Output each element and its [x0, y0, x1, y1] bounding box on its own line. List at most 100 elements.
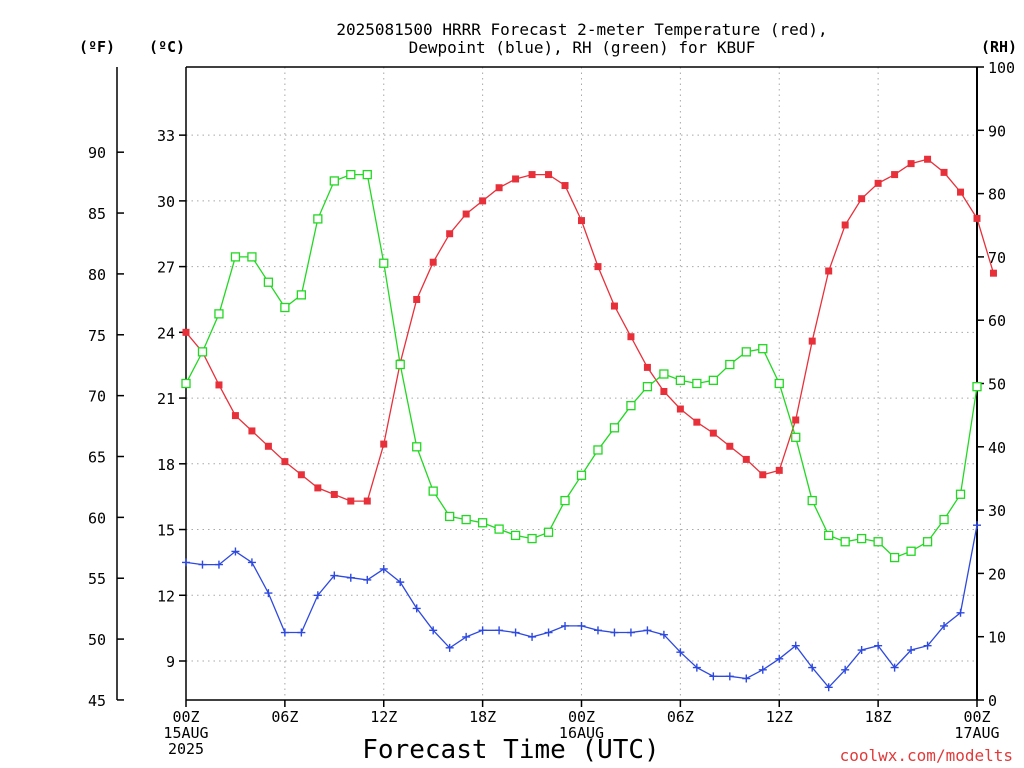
rh-tick-label: 100	[988, 59, 1015, 77]
temperature-point	[512, 175, 520, 183]
dewpoint-point	[511, 628, 520, 637]
temperature-point	[759, 471, 767, 479]
dewpoint-point	[330, 571, 339, 580]
dewpoint-point	[742, 674, 751, 683]
dewpoint-point	[593, 626, 602, 635]
rh-point	[824, 530, 834, 541]
dewpoint-point	[709, 672, 718, 681]
x-tick-label: 06Z	[271, 708, 298, 726]
fahrenheit-tick-label: 55	[88, 570, 106, 588]
x-tick-label: 00Z	[963, 708, 990, 726]
rh-point	[296, 290, 307, 300]
temperature-point	[248, 427, 256, 435]
temperature-point	[858, 195, 866, 203]
rh-point	[280, 302, 290, 313]
rh-point	[791, 432, 801, 442]
fahrenheit-tick-label: 65	[88, 448, 106, 466]
temperature-point	[578, 217, 585, 225]
dewpoint-point	[758, 665, 767, 674]
temperature-line	[185, 158, 995, 502]
dewpoint-point	[182, 558, 190, 567]
rh-tick-label: 40	[988, 439, 1006, 457]
temperature-point	[380, 440, 388, 448]
dewpoint-point	[429, 626, 438, 635]
fahrenheit-tick-label: 50	[88, 631, 106, 649]
chart-title: 2025081500 HRRR Forecast 2-meter Tempera…	[336, 20, 827, 39]
fahrenheit-tick-label: 80	[88, 266, 106, 284]
celsius-tick-label: 21	[157, 390, 175, 408]
temperature-point	[775, 466, 783, 474]
temperature-point	[182, 328, 190, 336]
temperature-point	[940, 168, 948, 176]
fahrenheit-tick-label: 70	[88, 388, 106, 406]
celsius-tick-label: 27	[157, 259, 175, 277]
dewpoint-point	[313, 591, 322, 600]
rh-point	[313, 214, 323, 224]
dewpoint-point	[956, 608, 965, 617]
rh-point	[609, 423, 620, 433]
dewpoint-point	[973, 521, 981, 530]
x-axis-label: Forecast Time (UTC)	[362, 735, 659, 765]
temperature-point	[676, 405, 684, 413]
temperature-point	[281, 458, 289, 466]
dewpoint-point	[264, 589, 273, 598]
temperature-point	[891, 171, 899, 179]
temperature-point	[874, 179, 882, 187]
rh-unit-label: (RH)	[981, 38, 1017, 56]
temperature-point	[545, 171, 553, 179]
temperature-point	[561, 182, 569, 190]
rh-point	[972, 382, 982, 392]
rh-point	[428, 486, 438, 496]
dewpoint-point	[725, 672, 734, 681]
celsius-tick-label: 12	[157, 587, 175, 605]
dewpoint-point	[577, 621, 586, 630]
temperature-point	[957, 188, 965, 196]
dewpoint-point	[890, 663, 899, 672]
temperature-point	[314, 484, 322, 492]
temperature-point	[429, 258, 437, 266]
temperature-point	[989, 269, 997, 277]
temperature-point	[347, 497, 355, 505]
rh-point	[543, 527, 554, 537]
temperature-point	[594, 263, 602, 271]
rh-point	[510, 530, 521, 541]
temperature-point	[841, 221, 849, 229]
chart-subtitle: Dewpoint (blue), RH (green) for KBUF	[409, 38, 756, 57]
temperature-point	[446, 230, 454, 238]
rh-point	[675, 375, 686, 385]
temperature-point	[610, 302, 618, 310]
temperature-point	[363, 497, 371, 505]
x-tick-label: 16AUG	[559, 724, 604, 742]
dewpoint-point	[676, 648, 685, 657]
dewpoint-point	[923, 641, 932, 650]
x-tick-label: 15AUG	[163, 724, 208, 742]
rh-point	[725, 359, 735, 370]
temperature-point	[808, 337, 816, 345]
temperature-point	[264, 442, 272, 450]
rh-point	[329, 176, 339, 186]
fahrenheit-tick-label: 85	[88, 205, 106, 223]
rh-point	[626, 401, 636, 411]
temperature-point	[462, 210, 470, 218]
rh-point	[840, 537, 850, 547]
temperature-point	[215, 381, 223, 389]
dewpoint-point	[561, 621, 570, 630]
rh-tick-label: 90	[988, 122, 1006, 140]
dewpoint-point	[412, 604, 421, 613]
celsius-unit-label: (ºC)	[149, 38, 185, 56]
x-tick-label: 17AUG	[954, 724, 999, 742]
rh-point	[922, 537, 933, 547]
dewpoint-point	[808, 663, 817, 672]
dewpoint-point	[544, 628, 553, 637]
rh-point	[906, 546, 916, 556]
fahrenheit-tick-label: 75	[88, 327, 106, 345]
dewpoint-point	[396, 578, 405, 587]
gridlines	[186, 67, 977, 700]
temperature-point	[973, 214, 981, 222]
x-tick-label: 12Z	[370, 708, 397, 726]
rh-point	[346, 169, 356, 180]
temperature-point	[231, 412, 239, 420]
celsius-tick-label: 18	[157, 456, 175, 474]
dewpoint-point	[363, 575, 372, 584]
rh-tick-label: 30	[988, 502, 1006, 520]
